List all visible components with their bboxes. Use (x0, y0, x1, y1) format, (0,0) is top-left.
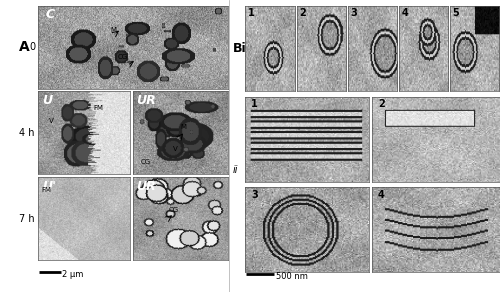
Text: 7 h: 7 h (19, 213, 34, 223)
Text: 4 h: 4 h (19, 128, 34, 138)
Text: M: M (110, 27, 116, 32)
Text: Bi: Bi (232, 42, 246, 55)
Text: UR: UR (136, 94, 156, 107)
Text: 2: 2 (378, 99, 384, 109)
Text: CG: CG (118, 54, 128, 60)
Text: 0: 0 (29, 42, 35, 52)
Text: 1: 1 (251, 99, 258, 109)
Text: 2 μm: 2 μm (62, 270, 84, 279)
Text: A: A (19, 40, 30, 54)
Text: M: M (180, 124, 186, 130)
Text: UR: UR (136, 180, 156, 193)
Text: 500 nm: 500 nm (276, 272, 308, 281)
Text: 2: 2 (300, 8, 306, 18)
Text: CG: CG (169, 207, 179, 213)
Text: ii: ii (232, 165, 238, 175)
Text: V: V (172, 146, 178, 152)
Text: U: U (42, 94, 52, 107)
Text: 4: 4 (402, 8, 408, 18)
Text: C: C (46, 8, 54, 21)
Text: 3: 3 (350, 8, 358, 18)
Text: FM: FM (42, 187, 51, 193)
Text: 5: 5 (452, 8, 460, 18)
Text: FM: FM (93, 105, 103, 111)
Text: 3: 3 (251, 190, 258, 200)
Text: 1: 1 (248, 8, 255, 18)
Text: CG: CG (140, 159, 150, 165)
Text: U': U' (42, 180, 56, 193)
Text: 4: 4 (378, 190, 384, 200)
Text: V: V (49, 118, 54, 124)
